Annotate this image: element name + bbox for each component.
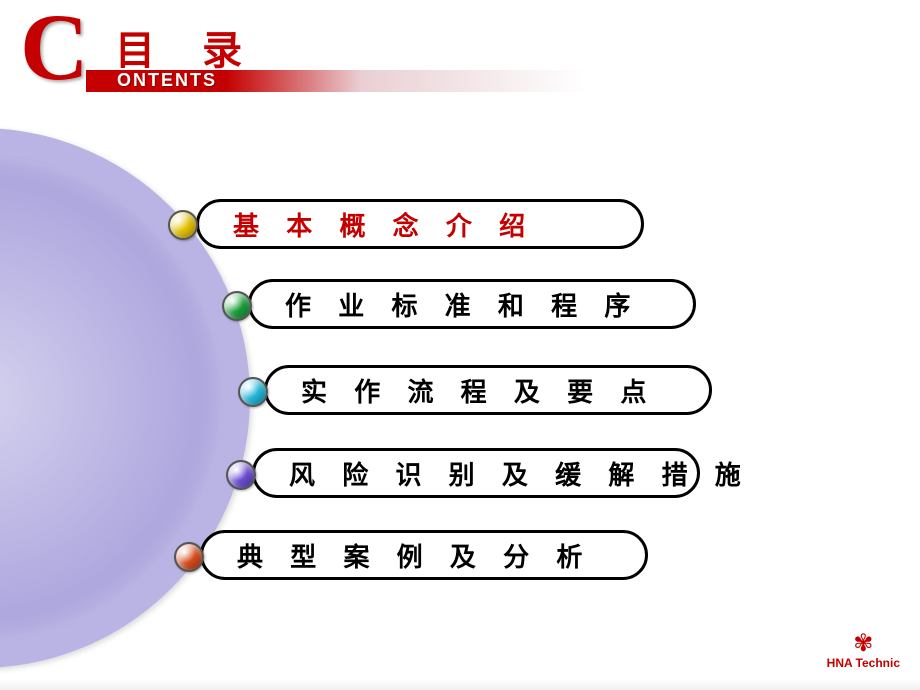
contents-item-label: 典 型 案 例 及 分 析	[237, 537, 592, 574]
contents-item-label: 基 本 概 念 介 绍	[233, 206, 535, 243]
bullet-icon	[238, 377, 268, 407]
contents-header: C 目 录 ONTENTS	[20, 10, 580, 100]
contents-pill: 典 型 案 例 及 分 析	[200, 530, 648, 580]
contents-item-label: 作 业 标 准 和 程 序	[285, 286, 640, 323]
bottom-shadow	[0, 680, 920, 690]
bullet-icon	[226, 460, 256, 490]
footer-logo: ✾ HNA Technic	[827, 632, 900, 670]
header-big-c: C	[20, 0, 85, 102]
header-title-cn: 目 录	[115, 18, 260, 76]
contents-pill: 基 本 概 念 介 绍	[196, 199, 644, 249]
contents-pill: 风 险 识 别 及 缓 解 措 施	[252, 448, 700, 498]
contents-pill: 作 业 标 准 和 程 序	[248, 279, 696, 329]
contents-pill: 实 作 流 程 及 要 点	[264, 365, 712, 415]
header-title-en: ONTENTS	[117, 70, 217, 91]
hna-logo-icon: ✾	[827, 632, 900, 656]
bullet-icon	[222, 291, 252, 321]
contents-item-label: 实 作 流 程 及 要 点	[301, 372, 656, 409]
contents-item-label: 风 险 识 别 及 缓 解 措 施	[289, 455, 751, 492]
bullet-icon	[168, 210, 198, 240]
bullet-icon	[174, 542, 204, 572]
footer-brand-text: HNA Technic	[827, 656, 900, 670]
